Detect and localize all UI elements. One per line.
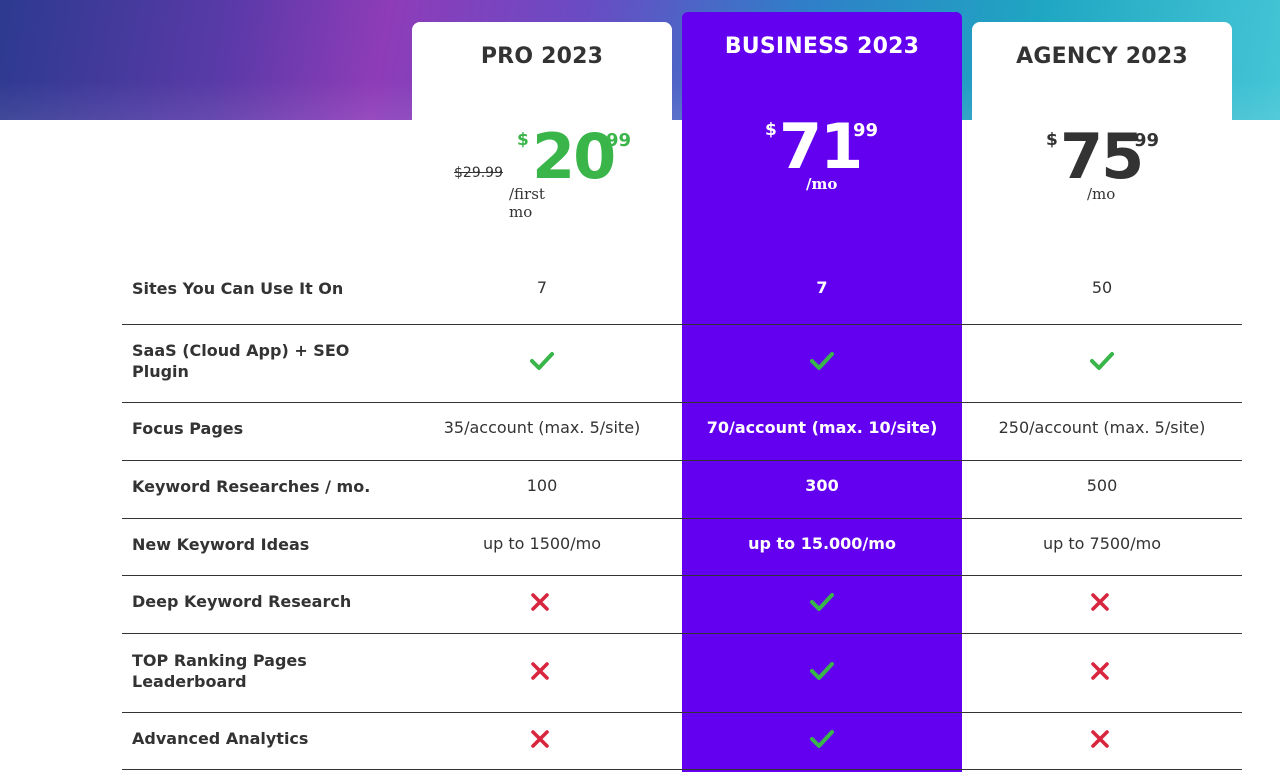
feature-value-pro: 7 <box>536 277 548 297</box>
check-icon-business <box>682 729 962 753</box>
currency-symbol: $ <box>1046 130 1058 150</box>
plan-title-pro: PRO 2023 <box>480 44 604 69</box>
feature-value-pro: 100 <box>526 476 558 495</box>
price-period: /mo <box>1087 185 1116 203</box>
cross-icon-agency <box>972 592 1232 616</box>
cross-icon <box>1090 592 1114 612</box>
check-icon-agency <box>972 351 1232 375</box>
check-icon <box>810 592 834 612</box>
price-cents: 99 <box>1134 130 1160 151</box>
feature-row: SaaS (Cloud App) + SEO Plugin <box>122 325 1242 403</box>
plan-header-pro <box>412 22 672 132</box>
row-divider <box>122 769 1242 770</box>
plan-title-business: BUSINESS 2023 <box>724 34 920 59</box>
plan-title-agency: AGENCY 2023 <box>1016 44 1188 69</box>
currency-symbol: $ <box>517 130 529 150</box>
price-amount: 20 <box>532 120 616 193</box>
feature-label: Focus Pages <box>132 419 244 438</box>
row-divider <box>122 402 1242 403</box>
feature-label: SaaS (Cloud App) + SEO Plugin <box>132 341 350 381</box>
cross-icon-pro <box>412 661 672 685</box>
feature-row: TOP Ranking Pages Leaderboard <box>122 634 1242 713</box>
feature-label: New Keyword Ideas <box>132 534 310 554</box>
cross-icon-agency <box>972 729 1232 753</box>
check-icon <box>810 729 834 749</box>
row-divider <box>122 460 1242 461</box>
cross-icon <box>530 592 554 612</box>
feature-label: Advanced Analytics <box>132 728 309 748</box>
price-amount: 75 <box>1060 120 1144 193</box>
old-price: $29.99 <box>454 165 503 181</box>
feature-row: Sites You Can Use It On 7 7 50 <box>122 258 1242 325</box>
plan-header-agency <box>972 22 1232 132</box>
row-divider <box>122 633 1242 634</box>
feature-row: Focus Pages 35/account (max. 5/site) 70/ac… <box>122 403 1242 461</box>
price-cents: 99 <box>606 130 632 151</box>
row-divider <box>122 518 1242 519</box>
feature-label: TOP Ranking Pages Leaderboard <box>132 650 307 691</box>
cross-icon-pro <box>412 729 672 753</box>
feature-value-business: 300 <box>805 476 839 495</box>
cross-icon <box>530 661 554 681</box>
feature-value-business: 7 <box>816 277 828 297</box>
feature-value-business: up to 15.000/mo <box>748 533 896 553</box>
currency-symbol: $ <box>765 120 777 140</box>
price-amount: 71 <box>779 110 863 183</box>
cross-icon <box>1090 729 1114 749</box>
price-period: /mo <box>806 175 838 193</box>
check-icon-pro <box>412 351 672 375</box>
check-icon <box>1090 351 1114 371</box>
feature-value-pro: up to 1500/mo <box>482 533 601 553</box>
feature-label: Keyword Researches / mo. <box>132 477 371 496</box>
check-icon-business <box>682 661 962 685</box>
feature-value-agency: up to 7500/mo <box>1042 533 1161 553</box>
feature-label: Sites You Can Use It On <box>132 278 344 298</box>
cross-icon <box>1090 661 1114 681</box>
cross-icon-agency <box>972 661 1232 685</box>
check-icon-business <box>682 592 962 616</box>
cross-icon-pro <box>412 592 672 616</box>
feature-value-agency: 500 <box>1086 476 1118 495</box>
plan-column-business-highlight <box>682 12 962 772</box>
price-cents: 99 <box>853 120 879 141</box>
check-icon <box>530 351 554 371</box>
row-divider <box>122 575 1242 576</box>
feature-value-business: 70/account (max. 10/site) <box>706 418 938 437</box>
row-divider <box>122 712 1242 713</box>
feature-value-pro: 35/account (max. 5/site) <box>443 418 641 437</box>
check-icon-business <box>682 351 962 375</box>
feature-row: Keyword Researches / mo. 100 300 500 <box>122 461 1242 519</box>
feature-row: New Keyword Ideas up to 1500/mo up to 15.0… <box>122 519 1242 576</box>
price-period: /first mo <box>509 185 545 221</box>
feature-row: Advanced Analytics <box>122 713 1242 770</box>
feature-row: Deep Keyword Research <box>122 576 1242 634</box>
check-icon <box>810 661 834 681</box>
feature-value-agency: 50 <box>1091 277 1113 297</box>
feature-value-agency: 250/account (max. 5/site) <box>998 418 1206 437</box>
check-icon <box>810 351 834 371</box>
row-divider <box>122 324 1242 325</box>
cross-icon <box>530 729 554 749</box>
feature-label: Deep Keyword Research <box>132 592 352 611</box>
